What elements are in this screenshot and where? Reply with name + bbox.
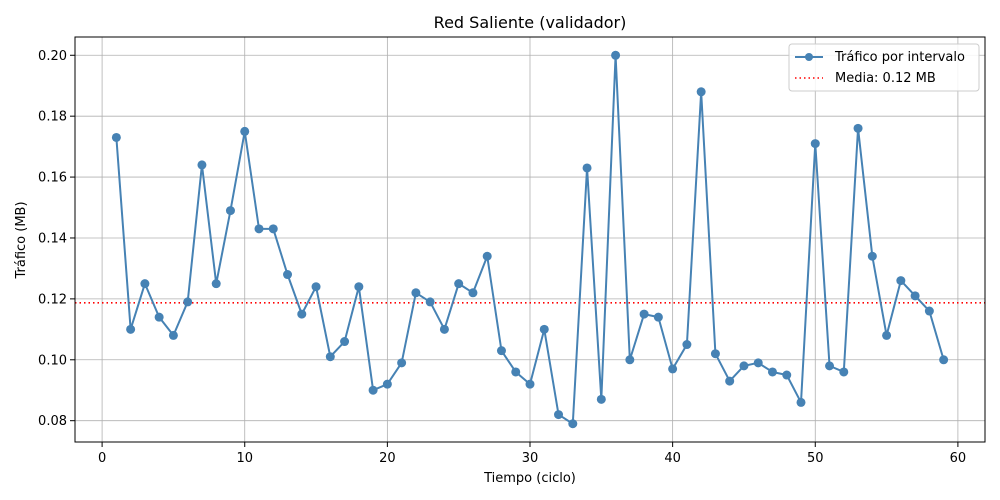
data-point — [525, 379, 535, 389]
y-tick-label: 0.14 — [38, 231, 67, 246]
data-point — [939, 355, 949, 365]
data-point — [639, 309, 649, 319]
data-point — [696, 87, 706, 97]
y-axis-ticks: 0.08 0.10 0.12 0.14 0.16 0.18 0.20 — [38, 49, 75, 429]
data-point — [425, 297, 435, 307]
data-point — [382, 379, 392, 389]
data-point — [554, 410, 564, 420]
data-point — [482, 251, 492, 261]
data-point — [853, 123, 863, 133]
data-point — [168, 330, 178, 340]
data-point — [839, 367, 849, 377]
data-point — [653, 312, 663, 322]
data-point — [454, 279, 464, 289]
data-point — [782, 370, 792, 380]
data-point — [511, 367, 521, 377]
y-tick-label: 0.18 — [38, 110, 67, 125]
data-point — [297, 309, 307, 319]
data-point — [268, 224, 278, 234]
data-point — [867, 251, 877, 261]
data-point — [682, 340, 692, 350]
x-tick-label: 60 — [950, 451, 967, 466]
data-point — [225, 206, 235, 216]
data-point — [240, 126, 250, 136]
x-axis-label: Tiempo (ciclo) — [483, 471, 576, 486]
data-point — [183, 297, 193, 307]
data-point — [810, 139, 820, 149]
data-point — [825, 361, 835, 371]
y-tick-label: 0.20 — [38, 49, 67, 64]
x-tick-label: 40 — [664, 451, 681, 466]
data-point — [325, 352, 335, 362]
data-point — [111, 132, 121, 142]
data-point — [197, 160, 207, 170]
y-tick-label: 0.16 — [38, 171, 67, 186]
x-tick-label: 30 — [522, 451, 539, 466]
data-point — [796, 397, 806, 407]
data-point — [753, 358, 763, 368]
data-point — [924, 306, 934, 316]
data-point — [283, 270, 293, 280]
data-point — [496, 346, 506, 356]
data-point — [896, 276, 906, 286]
data-point — [767, 367, 777, 377]
data-point — [668, 364, 678, 374]
data-point — [625, 355, 635, 365]
legend-series-label: Tráfico por intervalo — [834, 50, 965, 65]
data-point — [126, 324, 136, 334]
data-point — [468, 288, 478, 298]
legend: Tráfico por intervalo Media: 0.12 MB — [788, 43, 980, 92]
legend-mean-label: Media: 0.12 MB — [835, 71, 936, 86]
chart-title: Red Saliente (validador) — [434, 13, 627, 32]
legend-series-marker — [805, 53, 813, 61]
data-point — [397, 358, 407, 368]
y-tick-label: 0.08 — [38, 414, 67, 429]
x-axis-ticks: 0 10 20 30 40 50 60 — [98, 442, 966, 466]
x-tick-label: 20 — [379, 451, 396, 466]
y-axis-label: Tráfico (MB) — [14, 201, 29, 279]
data-point — [539, 324, 549, 334]
data-point — [311, 282, 321, 292]
data-point — [882, 330, 892, 340]
x-tick-label: 0 — [98, 451, 106, 466]
data-point — [368, 385, 378, 395]
data-point — [611, 50, 621, 60]
y-tick-label: 0.10 — [38, 353, 67, 368]
data-point — [340, 337, 350, 347]
series-layer — [111, 50, 949, 429]
y-tick-label: 0.12 — [38, 292, 67, 307]
data-point — [254, 224, 264, 234]
data-point — [154, 312, 164, 322]
data-point — [439, 324, 449, 334]
x-tick-label: 50 — [807, 451, 824, 466]
data-point — [211, 279, 221, 289]
legend-box — [788, 43, 980, 92]
data-point — [725, 376, 735, 386]
data-point — [568, 419, 578, 429]
data-point — [739, 361, 749, 371]
data-point — [582, 163, 592, 173]
data-point — [411, 288, 421, 298]
x-tick-label: 10 — [236, 451, 253, 466]
data-point — [140, 279, 150, 289]
data-point — [354, 282, 364, 292]
data-point — [710, 349, 720, 359]
data-point — [596, 394, 606, 404]
data-point — [910, 291, 920, 301]
